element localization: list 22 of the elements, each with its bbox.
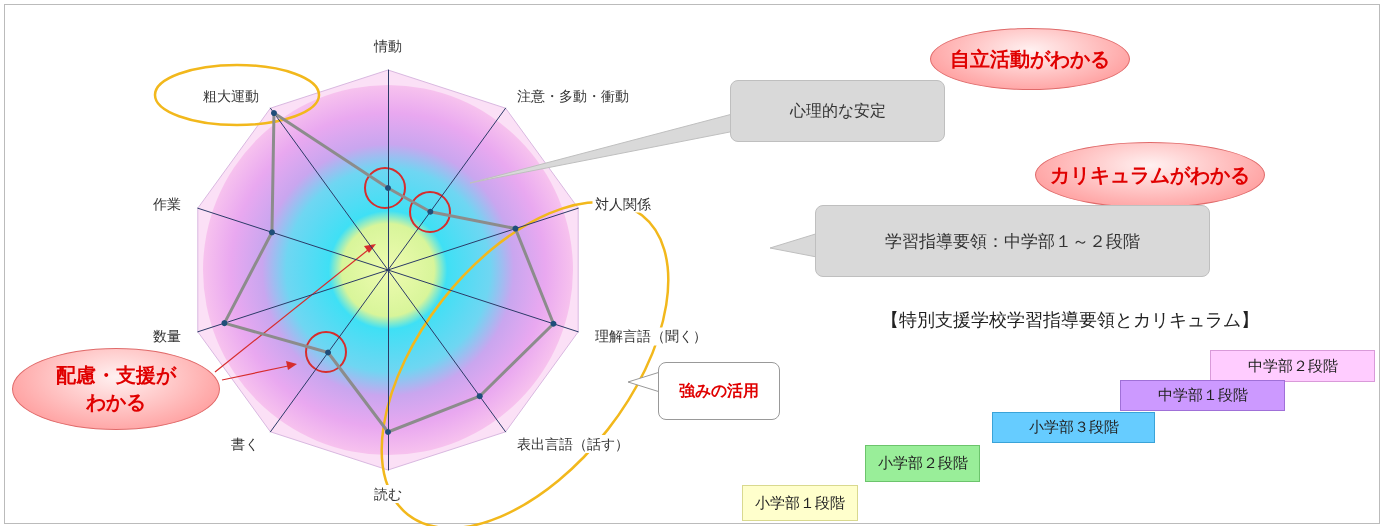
text: 小学部２段階 — [865, 445, 980, 482]
text: カリキュラムがわかる — [1035, 142, 1265, 208]
spoke-label: 情動 — [373, 38, 402, 54]
spoke-label: 読む — [374, 486, 402, 502]
text: 強みの活用 — [658, 362, 780, 420]
text: 配慮・支援がわかる — [12, 348, 220, 430]
text: 学習指導要領：中学部１～２段階 — [815, 205, 1210, 277]
spoke-label: 表出言語（話す） — [517, 435, 630, 452]
text: 小学部３段階 — [992, 412, 1155, 443]
spoke-label: 対人関係 — [595, 195, 652, 212]
text: 小学部１段階 — [742, 485, 858, 521]
spoke-label: 数量 — [152, 328, 181, 345]
text: 中学部２段階 — [1210, 350, 1375, 382]
text: 中学部１段階 — [1120, 380, 1285, 411]
spoke-label: 書く — [230, 435, 259, 452]
text: 心理的な安定 — [730, 80, 945, 142]
text: 自立活動がわかる — [930, 28, 1130, 90]
spoke-label: 注意・多動・衝動 — [517, 88, 630, 105]
spoke-label: 作業 — [151, 195, 181, 212]
text: 【特別支援学校学習指導要領とカリキュラム】 — [880, 308, 1260, 332]
spoke-label: 理解言語（聞く） — [595, 328, 708, 345]
spoke-label: 粗大運動 — [202, 88, 259, 105]
